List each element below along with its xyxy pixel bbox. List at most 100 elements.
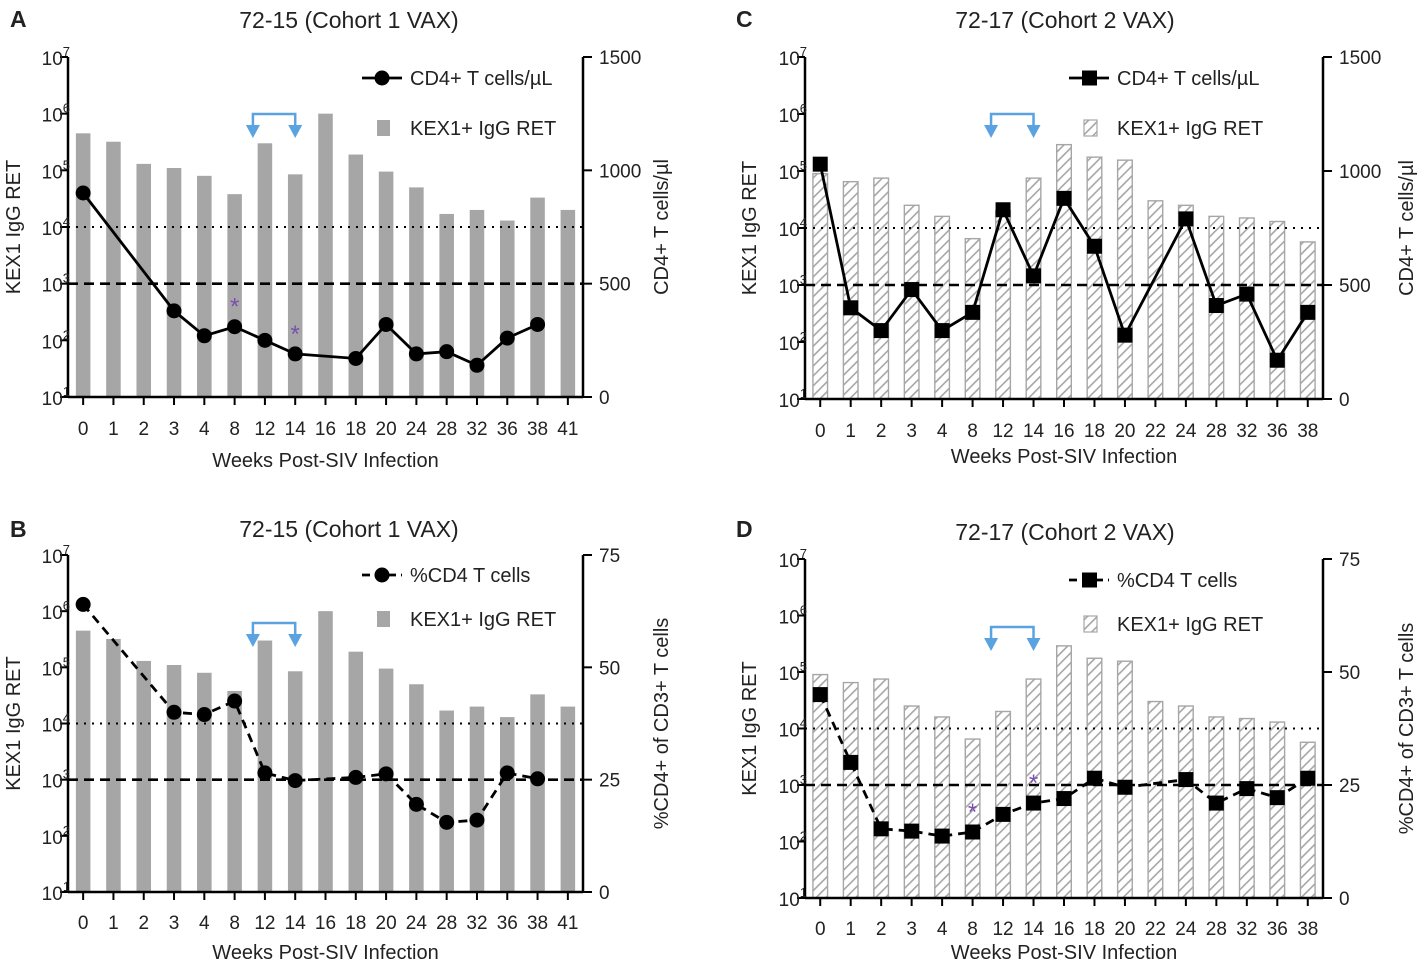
- left-tick-label: 104: [779, 716, 807, 742]
- kex1-bar: [106, 141, 121, 397]
- bracket-arrow-icon: [984, 125, 999, 138]
- tick-exponent: 3: [800, 272, 807, 287]
- x-tick-label: 0: [78, 419, 89, 440]
- x-tick-label: 41: [557, 419, 578, 440]
- kex1-bar: [1025, 177, 1042, 400]
- tick-exponent: 4: [63, 711, 70, 726]
- x-tick-label: 1: [845, 421, 856, 442]
- cd4-point: [1026, 795, 1042, 811]
- x-tick-label: 32: [466, 913, 487, 934]
- cd4-point: [1300, 304, 1316, 320]
- cd4-point: [843, 754, 859, 770]
- kex1-bar: [409, 187, 424, 397]
- kex1-bar: [1116, 660, 1133, 899]
- right-tick-label: 0: [1339, 390, 1350, 411]
- cd4-point: [499, 330, 515, 346]
- cd4-point: [1117, 327, 1133, 343]
- cd4-point: [1178, 211, 1194, 227]
- tick-exponent: 7: [800, 44, 807, 59]
- kex1-bar: [1116, 159, 1133, 400]
- tick-exponent: 3: [800, 772, 807, 787]
- cd4-point: [408, 346, 424, 362]
- left-axis-label: KEX1 IgG RET: [739, 661, 761, 796]
- cd4-point: [530, 316, 546, 332]
- legend-line-label: %CD4 T cells: [410, 565, 530, 587]
- tick-base: 10: [779, 834, 800, 855]
- cd4-point: [378, 316, 394, 332]
- tick-exponent: 2: [800, 329, 807, 344]
- left-tick-label: 103: [779, 272, 807, 298]
- panel-d: D 72-17 (Cohort 2 VAX)1011021031041051061…: [736, 516, 1417, 962]
- x-axis-label: Weeks Post-SIV Infection: [212, 450, 438, 472]
- x-tick-label: 28: [436, 419, 457, 440]
- tick-exponent: 3: [63, 767, 70, 782]
- legend-bar-swatch: [377, 120, 390, 136]
- legend: CD4+ T cells/µL KEX1+ IgG RET: [362, 68, 556, 140]
- right-tick-label: 1500: [599, 48, 641, 69]
- kex1-bar: [560, 706, 576, 892]
- tick-exponent: 5: [63, 157, 70, 172]
- vaccination-bracket: [251, 621, 297, 635]
- cd4-point: [469, 812, 485, 828]
- cd4-line: [82, 603, 538, 824]
- tick-base: 10: [42, 389, 63, 410]
- legend: %CD4 T cells KEX1+ IgG RET: [1069, 570, 1263, 636]
- x-tick-label: 2: [876, 421, 887, 442]
- left-tick-label: 105: [779, 158, 807, 184]
- x-tick-label: 14: [1023, 421, 1045, 442]
- tick-base: 10: [779, 277, 800, 298]
- panel-letter: C: [736, 6, 753, 32]
- tick-base: 10: [42, 162, 63, 183]
- right-tick-label: 0: [599, 883, 610, 904]
- cd4-point: [934, 323, 950, 339]
- cd4-point: [166, 303, 182, 319]
- x-tick-label: 20: [1114, 421, 1135, 442]
- x-tick-label: 22: [1145, 421, 1166, 442]
- tick-base: 10: [779, 721, 800, 742]
- x-tick-label: 24: [406, 419, 428, 440]
- x-tick-label: 36: [497, 913, 518, 934]
- legend-marker: [1082, 572, 1097, 588]
- right-axis-label: %CD4+ of CD3+ T cells: [1396, 623, 1417, 835]
- legend-bar-swatch: [1083, 615, 1098, 633]
- tick-base: 10: [779, 551, 800, 572]
- cd4-point: [1208, 298, 1224, 314]
- kex1-bar: [197, 175, 212, 397]
- kex1-bar: [197, 672, 212, 892]
- x-tick-label: 24: [1175, 421, 1197, 442]
- cd4-point: [75, 185, 91, 201]
- kex1-bar: [903, 705, 920, 899]
- x-tick-label: 28: [436, 913, 457, 934]
- tick-base: 10: [779, 664, 800, 685]
- bracket-arrow-icon: [288, 634, 303, 647]
- legend-marker: [374, 567, 390, 583]
- cd4-point: [378, 766, 394, 782]
- tick-exponent: 5: [63, 654, 70, 669]
- tick-base: 10: [42, 828, 63, 849]
- x-tick-label: 18: [345, 419, 366, 440]
- tick-base: 10: [42, 106, 63, 127]
- vaccination-bracket: [251, 112, 297, 126]
- kex1-bar: [1055, 143, 1073, 400]
- left-tick-label: 104: [779, 215, 807, 241]
- tick-exponent: 4: [800, 716, 807, 731]
- panel-c: C 72-17 (Cohort 2 VAX)1011021031041051061…: [736, 6, 1417, 468]
- cd4-point: [227, 319, 243, 335]
- legend-marker: [374, 70, 390, 86]
- x-tick-label: 18: [345, 913, 366, 934]
- legend-bar-swatch: [1083, 119, 1098, 137]
- tick-exponent: 3: [63, 271, 70, 286]
- cd4-point: [1056, 791, 1072, 807]
- left-tick-label: 102: [779, 829, 807, 855]
- x-tick-label: 20: [376, 913, 397, 934]
- cd4-point: [166, 704, 182, 720]
- left-tick-label: 106: [779, 603, 807, 629]
- right-axis-label: CD4+ T cells/µl: [1396, 160, 1417, 296]
- legend-line-label: %CD4 T cells: [1117, 570, 1237, 592]
- tick-base: 10: [42, 603, 63, 624]
- tick-base: 10: [42, 884, 63, 905]
- left-axis-label: KEX1 IgG RET: [3, 160, 25, 295]
- left-tick-label: 107: [779, 546, 807, 572]
- legend-bar-label: KEX1+ IgG RET: [1117, 118, 1263, 140]
